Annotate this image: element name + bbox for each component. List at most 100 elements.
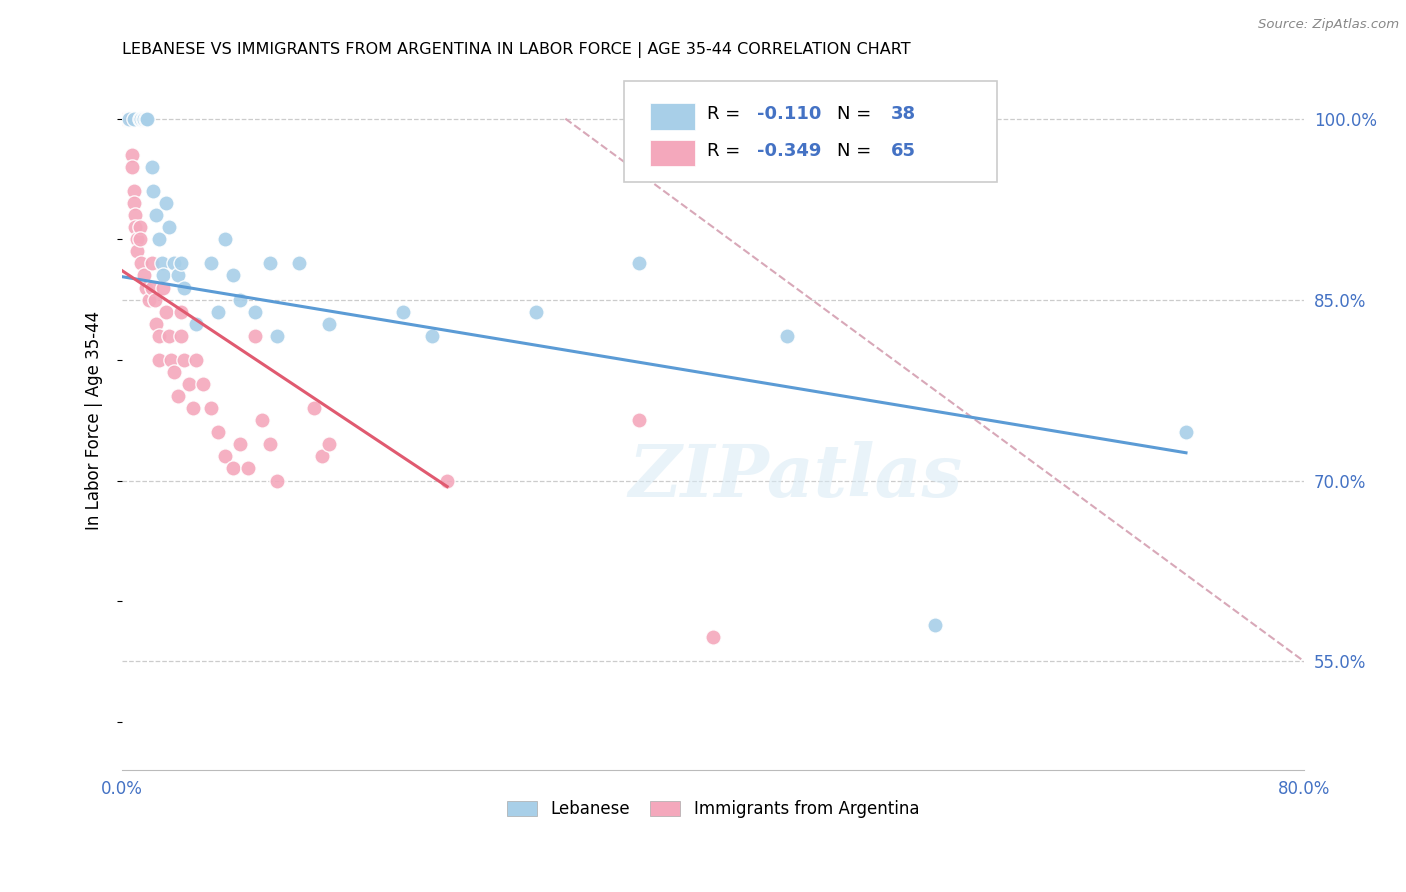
Point <box>184 352 207 367</box>
Point <box>135 112 157 126</box>
Text: 38: 38 <box>890 105 915 123</box>
Point <box>163 365 186 379</box>
Text: R =: R = <box>707 105 747 123</box>
Point <box>318 317 340 331</box>
Point <box>207 425 229 440</box>
Point <box>114 112 136 126</box>
Point <box>128 232 150 246</box>
Point <box>155 196 177 211</box>
Point <box>129 256 152 270</box>
Point <box>120 112 142 126</box>
Point <box>157 220 180 235</box>
Point <box>132 112 155 126</box>
Point <box>181 401 204 416</box>
Point <box>148 352 170 367</box>
Point <box>145 208 167 222</box>
Point <box>138 293 160 307</box>
Point <box>155 304 177 318</box>
Point <box>145 317 167 331</box>
Point <box>117 112 139 126</box>
FancyBboxPatch shape <box>651 103 696 130</box>
Point <box>436 474 458 488</box>
Text: R =: R = <box>707 142 747 160</box>
Point <box>252 413 274 427</box>
Point <box>159 352 181 367</box>
Text: N =: N = <box>837 105 877 123</box>
Point <box>243 304 266 318</box>
Point <box>200 401 222 416</box>
Point <box>122 196 145 211</box>
Point <box>628 413 651 427</box>
Text: -0.349: -0.349 <box>756 142 821 160</box>
Point <box>115 112 138 126</box>
Point <box>1175 425 1198 440</box>
Point <box>229 437 252 451</box>
FancyBboxPatch shape <box>624 81 997 182</box>
Point <box>118 112 141 126</box>
Point <box>143 293 166 307</box>
Point <box>142 184 165 198</box>
Point <box>117 112 139 126</box>
Point <box>193 377 215 392</box>
Point <box>125 244 148 259</box>
FancyBboxPatch shape <box>651 140 696 166</box>
Point <box>167 389 190 403</box>
Point <box>152 280 174 294</box>
Point <box>222 268 245 283</box>
Point <box>125 232 148 246</box>
Point <box>122 112 145 126</box>
Point <box>117 112 139 126</box>
Point <box>134 112 156 126</box>
Point <box>115 112 138 126</box>
Legend: Lebanese, Immigrants from Argentina: Lebanese, Immigrants from Argentina <box>501 793 925 824</box>
Point <box>163 256 186 270</box>
Point <box>207 304 229 318</box>
Point <box>229 293 252 307</box>
Text: 65: 65 <box>890 142 915 160</box>
Text: LEBANESE VS IMMIGRANTS FROM ARGENTINA IN LABOR FORCE | AGE 35-44 CORRELATION CHA: LEBANESE VS IMMIGRANTS FROM ARGENTINA IN… <box>122 42 911 58</box>
Point <box>170 304 193 318</box>
Point <box>148 328 170 343</box>
Point <box>136 112 159 126</box>
Point <box>134 268 156 283</box>
Point <box>173 352 195 367</box>
Point <box>122 184 145 198</box>
Point <box>200 256 222 270</box>
Text: ZIPatlas: ZIPatlas <box>628 441 963 512</box>
Point <box>121 148 143 162</box>
Point <box>118 112 141 126</box>
Point <box>121 160 143 174</box>
Point <box>167 268 190 283</box>
Point <box>173 280 195 294</box>
Point <box>128 220 150 235</box>
Point <box>157 328 180 343</box>
Point <box>524 304 547 318</box>
Point <box>170 328 193 343</box>
Point <box>124 208 146 222</box>
Point <box>184 317 207 331</box>
Point <box>118 112 141 126</box>
Point <box>115 112 138 126</box>
Point <box>114 112 136 126</box>
Text: -0.110: -0.110 <box>756 105 821 123</box>
Point <box>124 220 146 235</box>
Point <box>170 256 193 270</box>
Point <box>776 328 799 343</box>
Text: N =: N = <box>837 142 877 160</box>
Point <box>628 256 651 270</box>
Point <box>120 112 142 126</box>
Point <box>129 112 152 126</box>
Point <box>266 328 288 343</box>
Point <box>422 328 444 343</box>
Point <box>266 474 288 488</box>
Point <box>391 304 413 318</box>
Point <box>222 461 245 475</box>
Point <box>259 256 281 270</box>
Point <box>152 268 174 283</box>
Text: Source: ZipAtlas.com: Source: ZipAtlas.com <box>1258 18 1399 31</box>
Point <box>924 618 946 632</box>
Point <box>120 112 142 126</box>
Y-axis label: In Labor Force | Age 35-44: In Labor Force | Age 35-44 <box>86 310 103 530</box>
Point <box>112 112 135 126</box>
Point <box>259 437 281 451</box>
